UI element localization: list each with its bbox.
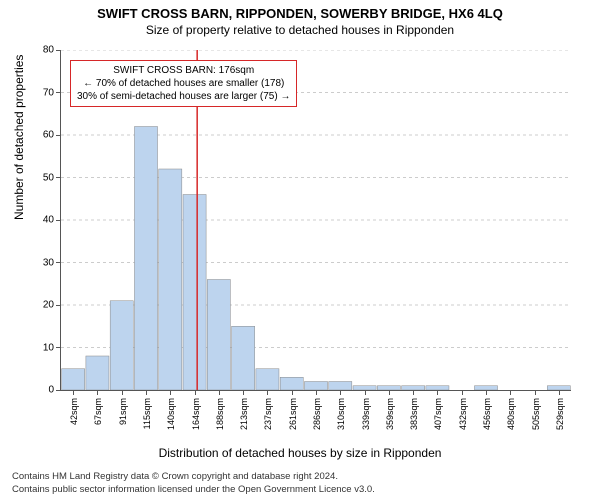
- histogram-bar: [110, 301, 133, 390]
- xtick-mark: [510, 390, 511, 395]
- histogram-bar: [183, 195, 206, 391]
- xtick-mark: [146, 390, 147, 395]
- footer-line-1: Contains HM Land Registry data © Crown c…: [12, 471, 375, 483]
- xtick-label: 505sqm: [531, 398, 541, 430]
- xtick-mark: [122, 390, 123, 395]
- x-axis-label: Distribution of detached houses by size …: [0, 446, 600, 460]
- xtick-label: 115sqm: [142, 398, 152, 429]
- histogram-bar: [304, 382, 327, 391]
- xtick-label: 359sqm: [385, 398, 395, 430]
- ytick-mark: [56, 135, 61, 136]
- ytick-mark: [56, 305, 61, 306]
- ytick-label: 70: [24, 87, 54, 98]
- info-line-2: ← 70% of detached houses are smaller (17…: [77, 77, 290, 90]
- ytick-mark: [56, 50, 61, 51]
- xtick-label: 383sqm: [409, 398, 419, 430]
- footer-line-2: Contains public sector information licen…: [12, 484, 375, 496]
- ytick-mark: [56, 262, 61, 263]
- xtick-label: 67sqm: [93, 398, 103, 425]
- histogram-bar: [207, 280, 230, 391]
- xtick-mark: [340, 390, 341, 395]
- ytick-mark: [56, 390, 61, 391]
- xtick-label: 237sqm: [263, 398, 273, 430]
- xtick-mark: [73, 390, 74, 395]
- xtick-mark: [267, 390, 268, 395]
- xtick-mark: [535, 390, 536, 395]
- xtick-mark: [486, 390, 487, 395]
- xtick-label: 164sqm: [191, 398, 201, 430]
- xtick-label: 91sqm: [118, 398, 128, 425]
- xtick-label: 42sqm: [69, 398, 79, 425]
- xtick-mark: [195, 390, 196, 395]
- xtick-label: 213sqm: [239, 398, 249, 430]
- xtick-label: 339sqm: [361, 398, 371, 430]
- ytick-mark: [56, 220, 61, 221]
- xtick-mark: [413, 390, 414, 395]
- xtick-label: 286sqm: [312, 398, 322, 430]
- histogram-bar: [280, 377, 303, 390]
- chart-container: { "title": "SWIFT CROSS BARN, RIPPONDEN,…: [0, 0, 600, 500]
- chart-title: SWIFT CROSS BARN, RIPPONDEN, SOWERBY BRI…: [0, 0, 600, 21]
- histogram-bar: [256, 369, 279, 390]
- footer: Contains HM Land Registry data © Crown c…: [12, 471, 375, 496]
- histogram-bar: [86, 356, 109, 390]
- ytick-label: 0: [24, 385, 54, 396]
- histogram-bar: [329, 382, 352, 391]
- ytick-label: 40: [24, 215, 54, 226]
- xtick-mark: [97, 390, 98, 395]
- info-box: SWIFT CROSS BARN: 176sqm ← 70% of detach…: [70, 60, 297, 107]
- histogram-bar: [159, 169, 182, 390]
- xtick-label: 310sqm: [336, 398, 346, 430]
- xtick-label: 529sqm: [555, 398, 565, 430]
- xtick-mark: [365, 390, 366, 395]
- xtick-mark: [243, 390, 244, 395]
- xtick-mark: [316, 390, 317, 395]
- ytick-label: 10: [24, 342, 54, 353]
- histogram-bar: [134, 127, 157, 391]
- ytick-mark: [56, 92, 61, 93]
- ytick-label: 20: [24, 300, 54, 311]
- ytick-mark: [56, 177, 61, 178]
- xtick-mark: [292, 390, 293, 395]
- ytick-label: 30: [24, 257, 54, 268]
- histogram-bar: [62, 369, 85, 390]
- xtick-mark: [219, 390, 220, 395]
- xtick-label: 456sqm: [482, 398, 492, 430]
- ytick-label: 80: [24, 45, 54, 56]
- xtick-label: 480sqm: [506, 398, 516, 430]
- ytick-label: 60: [24, 130, 54, 141]
- histogram-bar: [232, 326, 255, 390]
- xtick-label: 140sqm: [166, 398, 176, 430]
- xtick-mark: [559, 390, 560, 395]
- xtick-mark: [462, 390, 463, 395]
- info-line-3: 30% of semi-detached houses are larger (…: [77, 90, 290, 103]
- ytick-mark: [56, 347, 61, 348]
- info-line-1: SWIFT CROSS BARN: 176sqm: [77, 64, 290, 77]
- ytick-label: 50: [24, 172, 54, 183]
- xtick-mark: [437, 390, 438, 395]
- chart-subtitle: Size of property relative to detached ho…: [0, 21, 600, 37]
- xtick-label: 432sqm: [458, 398, 468, 430]
- xtick-label: 188sqm: [215, 398, 225, 430]
- xtick-mark: [170, 390, 171, 395]
- xtick-mark: [389, 390, 390, 395]
- xtick-label: 407sqm: [433, 398, 443, 430]
- xtick-label: 261sqm: [288, 398, 298, 430]
